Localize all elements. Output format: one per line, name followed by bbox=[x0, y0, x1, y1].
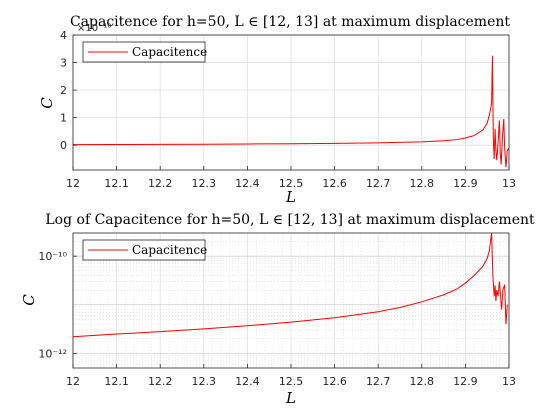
x-tick-label: 12.5 bbox=[279, 177, 304, 190]
y-tick-label: 0 bbox=[60, 139, 67, 152]
y-tick-labels: 0 1 2 3 4 bbox=[60, 29, 77, 152]
x-tick-label: 13 bbox=[502, 177, 516, 190]
x-tick-label: 12.2 bbox=[148, 375, 173, 388]
x-tick-label: 12 bbox=[66, 177, 80, 190]
x-tick-label: 12.3 bbox=[192, 375, 217, 388]
x-tick-label: 12.4 bbox=[235, 375, 260, 388]
y-tick-label: 10⁻¹⁰ bbox=[38, 250, 67, 263]
x-tick-labels: 12 12.1 12.2 12.3 12.4 12.5 12.6 12.7 12.8 12.9 13 bbox=[66, 166, 516, 190]
x-tick-label: 13 bbox=[502, 375, 516, 388]
y-tick-labels: 10⁻¹² 10⁻¹⁰ bbox=[38, 250, 77, 360]
y-tick-label: 4 bbox=[60, 29, 67, 42]
y-tick-label: 10⁻¹² bbox=[38, 347, 67, 360]
x-tick-label: 12.6 bbox=[322, 177, 347, 190]
y-exponent-label: ×10⁻¹⁰ bbox=[77, 23, 111, 34]
x-tick-label: 12 bbox=[66, 375, 80, 388]
series-lines bbox=[72, 55, 510, 168]
x-tick-label: 12.1 bbox=[104, 177, 129, 190]
y-tick-label: 3 bbox=[60, 57, 67, 70]
linear-chart: Capacitence for h=50, L ∈ [12, 13] at ma… bbox=[38, 14, 516, 206]
y-tick-label: 1 bbox=[60, 112, 67, 125]
chart-title: Capacitence for h=50, L ∈ [12, 13] at ma… bbox=[70, 14, 510, 30]
x-tick-label: 12.1 bbox=[104, 375, 129, 388]
x-axis-label: L bbox=[285, 188, 296, 206]
x-tick-label: 12.7 bbox=[366, 177, 391, 190]
x-axis-label: L bbox=[285, 389, 296, 407]
x-tick-label: 12.6 bbox=[322, 375, 347, 388]
x-tick-label: 12.3 bbox=[192, 177, 217, 190]
x-tick-label: 12.9 bbox=[453, 177, 478, 190]
x-tick-label: 12.9 bbox=[453, 375, 478, 388]
series-lines bbox=[72, 232, 508, 338]
y-axis-label: C bbox=[20, 294, 38, 306]
x-tick-label: 12.4 bbox=[235, 177, 260, 190]
legend-box bbox=[82, 239, 206, 261]
legend-label: Capacitence bbox=[132, 243, 207, 257]
series-line bbox=[72, 55, 510, 168]
legend: Capacitence bbox=[82, 41, 207, 63]
y-tick-label: 2 bbox=[60, 84, 67, 97]
legend-box bbox=[82, 41, 206, 63]
chart-title: Log of Capacitence for h=50, L ∈ [12, 13… bbox=[45, 212, 535, 228]
x-tick-label: 12.8 bbox=[410, 177, 435, 190]
x-tick-label: 12.5 bbox=[279, 375, 304, 388]
x-tick-label: 12.2 bbox=[148, 177, 173, 190]
x-tick-label: 12.8 bbox=[410, 375, 435, 388]
legend-label: Capacitence bbox=[132, 45, 207, 59]
y-axis-label: C bbox=[38, 97, 56, 109]
x-tick-label: 12.7 bbox=[366, 375, 391, 388]
legend: Capacitence bbox=[82, 239, 207, 261]
x-tick-labels: 12 12.1 12.2 12.3 12.4 12.5 12.6 12.7 12.8 12.9 13 bbox=[66, 364, 516, 388]
log-chart: Log of Capacitence for h=50, L ∈ [12, 13… bbox=[20, 212, 535, 407]
series-line bbox=[72, 232, 508, 338]
